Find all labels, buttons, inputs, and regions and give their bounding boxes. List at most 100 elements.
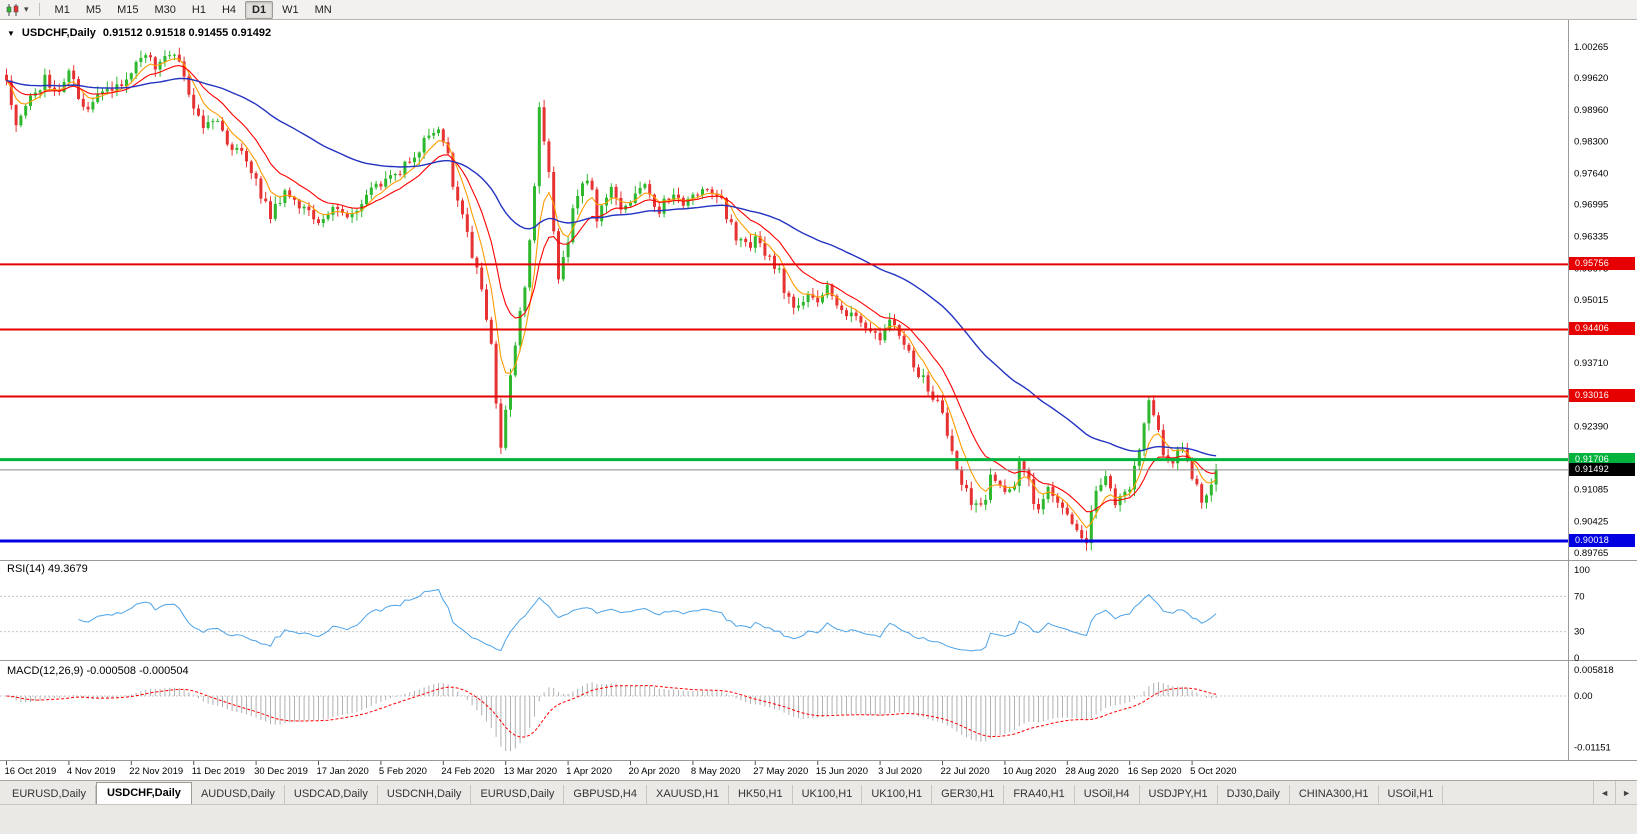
- svg-text:5 Feb 2020: 5 Feb 2020: [379, 766, 427, 777]
- chart-tab-eurusd-daily[interactable]: EURUSD,Daily: [3, 785, 96, 804]
- pane-separators[interactable]: [0, 560, 1637, 761]
- svg-text:0.95015: 0.95015: [1574, 295, 1608, 306]
- svg-text:22 Nov 2019: 22 Nov 2019: [129, 766, 183, 777]
- svg-text:0.99620: 0.99620: [1574, 73, 1608, 84]
- timeframe-button-h1[interactable]: H1: [191, 3, 206, 16]
- svg-text:16 Sep 2020: 16 Sep 2020: [1128, 766, 1182, 777]
- candlestick-icon-glyph: [6, 3, 19, 16]
- svg-text:0.005818: 0.005818: [1574, 665, 1614, 676]
- svg-text:3 Jul 2020: 3 Jul 2020: [878, 766, 922, 777]
- chart-tab-ger30-h1[interactable]: GER30,H1: [932, 785, 1005, 804]
- svg-text:0.96335: 0.96335: [1574, 232, 1608, 243]
- svg-text:100: 100: [1574, 565, 1590, 576]
- chart-tab-usdcnh-daily[interactable]: USDCNH,Daily: [378, 785, 472, 804]
- timeframe-button-m15[interactable]: M15: [117, 3, 139, 16]
- timeframe-toolbar: ▾ M1 M5 M15 M30 H1 H4 D1 W1 MN: [0, 0, 1637, 20]
- svg-text:20 Apr 2020: 20 Apr 2020: [629, 766, 680, 777]
- svg-text:4 Nov 2019: 4 Nov 2019: [67, 766, 116, 777]
- svg-text:0: 0: [1574, 653, 1579, 664]
- svg-text:8 May 2020: 8 May 2020: [691, 766, 741, 777]
- timeframe-button-h4[interactable]: H4: [221, 3, 237, 16]
- svg-text:0.97640: 0.97640: [1574, 169, 1608, 180]
- chart-tab-hk50-h1[interactable]: HK50,H1: [729, 785, 793, 804]
- chart-canvas[interactable]: 1.00265 0.99620 0.98960 0.98300 0.97640 0.969…: [0, 20, 1637, 780]
- chart-tab-dj30-daily[interactable]: DJ30,Daily: [1218, 785, 1290, 804]
- svg-text:5 Oct 2020: 5 Oct 2020: [1190, 766, 1236, 777]
- svg-text:27 May 2020: 27 May 2020: [753, 766, 808, 777]
- chart-type-dropdown-icon[interactable]: ▾: [24, 4, 29, 14]
- chart-tab-china300-h1[interactable]: CHINA300,H1: [1290, 785, 1379, 804]
- chart-area: 1.00265 0.99620 0.98960 0.98300 0.97640 0.969…: [0, 20, 1637, 780]
- svg-text:0.92390: 0.92390: [1574, 422, 1608, 433]
- svg-text:1 Apr 2020: 1 Apr 2020: [566, 766, 612, 777]
- macd-axis-ticks[interactable]: 0.005818 0.00 -0.01151: [1574, 665, 1614, 753]
- chart-tab-bar: EURUSD,Daily USDCHF,Daily AUDUSD,Daily USDC…: [0, 780, 1637, 804]
- chart-tab-usdjpy-h1[interactable]: USDJPY,H1: [1140, 785, 1218, 804]
- price-level-badge: 0.95756: [1569, 257, 1635, 270]
- timeframe-button-m5[interactable]: M5: [85, 3, 102, 16]
- chart-type-icon[interactable]: [4, 3, 22, 17]
- svg-text:0.90425: 0.90425: [1574, 516, 1608, 527]
- rsi-line: [78, 588, 1217, 652]
- ma-slow-line: [6, 77, 1217, 457]
- price-level-badge: 0.90018: [1569, 534, 1635, 547]
- date-axis-labels[interactable]: 16 Oct 2019 4 Nov 2019 22 Nov 2019 11 Dec 2…: [5, 761, 1237, 777]
- ma-fast-line: [6, 58, 1217, 529]
- tab-scroll-controls: ◄ ►: [1593, 781, 1637, 804]
- svg-text:0.89765: 0.89765: [1574, 548, 1608, 559]
- svg-text:0.93710: 0.93710: [1574, 358, 1608, 369]
- svg-text:24 Feb 2020: 24 Feb 2020: [441, 766, 494, 777]
- timeframe-button-w1[interactable]: W1: [282, 3, 299, 16]
- chart-tab-usoil-h1[interactable]: USOil,H1: [1379, 785, 1444, 804]
- svg-text:11 Dec 2019: 11 Dec 2019: [192, 766, 245, 777]
- svg-text:28 Aug 2020: 28 Aug 2020: [1065, 766, 1118, 777]
- svg-text:0.00: 0.00: [1574, 691, 1593, 702]
- chart-tab-gbpusd-h4[interactable]: GBPUSD,H4: [564, 785, 647, 804]
- chart-background: [0, 20, 1637, 780]
- chart-tab-usoil-h4[interactable]: USOil,H4: [1075, 785, 1140, 804]
- svg-text:1.00265: 1.00265: [1574, 42, 1608, 53]
- chart-tab-audusd-daily[interactable]: AUDUSD,Daily: [192, 785, 285, 804]
- timeframe-button-m1[interactable]: M1: [54, 3, 70, 16]
- svg-text:13 Mar 2020: 13 Mar 2020: [504, 766, 557, 777]
- chart-tab-fra40-h1[interactable]: FRA40,H1: [1004, 785, 1075, 804]
- chart-tab-uk100-h1[interactable]: UK100,H1: [793, 785, 863, 804]
- chart-tab-usdcad-daily[interactable]: USDCAD,Daily: [285, 785, 378, 804]
- timeframe-button-mn[interactable]: MN: [314, 3, 332, 16]
- svg-text:15 Jun 2020: 15 Jun 2020: [816, 766, 868, 777]
- chart-tabs-group: EURUSD,Daily USDCHF,Daily AUDUSD,Daily USDC…: [3, 782, 1444, 804]
- rsi-axis-ticks[interactable]: 100 70 30 0: [1574, 565, 1590, 664]
- chart-tab-uk100-h1[interactable]: UK100,H1: [862, 785, 933, 804]
- svg-text:16 Oct 2019: 16 Oct 2019: [5, 766, 57, 777]
- svg-text:17 Jan 2020: 17 Jan 2020: [317, 766, 369, 777]
- timeframe-buttons-group: M1 M5 M15 M30 H1 H4 D1 W1 MN: [48, 0, 339, 19]
- ma-mid-line: [6, 65, 1217, 513]
- price-level-badge: 0.94406: [1569, 322, 1635, 335]
- toolbar-separator: [38, 3, 40, 16]
- price-level-badge: 0.93016: [1569, 389, 1635, 402]
- price-level-badge: 0.91706: [1569, 453, 1635, 466]
- horizontal-level-lines[interactable]: [0, 263, 1568, 543]
- macd-histogram: [10, 682, 1217, 752]
- tab-scroll-left-icon[interactable]: ◄: [1593, 781, 1615, 804]
- svg-text:0.91085: 0.91085: [1574, 485, 1608, 496]
- svg-text:0.98960: 0.98960: [1574, 105, 1608, 116]
- svg-text:22 Jul 2020: 22 Jul 2020: [941, 766, 990, 777]
- collapse-pane-icon[interactable]: ▼: [7, 28, 15, 38]
- svg-text:30 Dec 2019: 30 Dec 2019: [254, 766, 308, 777]
- timeframe-button-d1[interactable]: D1: [245, 0, 274, 19]
- status-bar: [0, 804, 1637, 834]
- price-level-badge: 0.91492: [1569, 463, 1635, 476]
- chart-tab-usdchf-daily[interactable]: USDCHF,Daily: [95, 782, 192, 804]
- svg-text:-0.01151: -0.01151: [1574, 742, 1611, 753]
- timeframe-button-m30[interactable]: M30: [154, 3, 176, 16]
- svg-text:10 Aug 2020: 10 Aug 2020: [1003, 766, 1056, 777]
- svg-text:0.96995: 0.96995: [1574, 200, 1608, 211]
- svg-text:0.98300: 0.98300: [1574, 137, 1608, 148]
- svg-text:70: 70: [1574, 591, 1585, 602]
- tab-scroll-right-icon[interactable]: ►: [1615, 781, 1637, 804]
- chart-tab-xauusd-h1[interactable]: XAUUSD,H1: [647, 785, 729, 804]
- chart-tab-eurusd-daily[interactable]: EURUSD,Daily: [471, 785, 565, 804]
- svg-text:30: 30: [1574, 627, 1585, 638]
